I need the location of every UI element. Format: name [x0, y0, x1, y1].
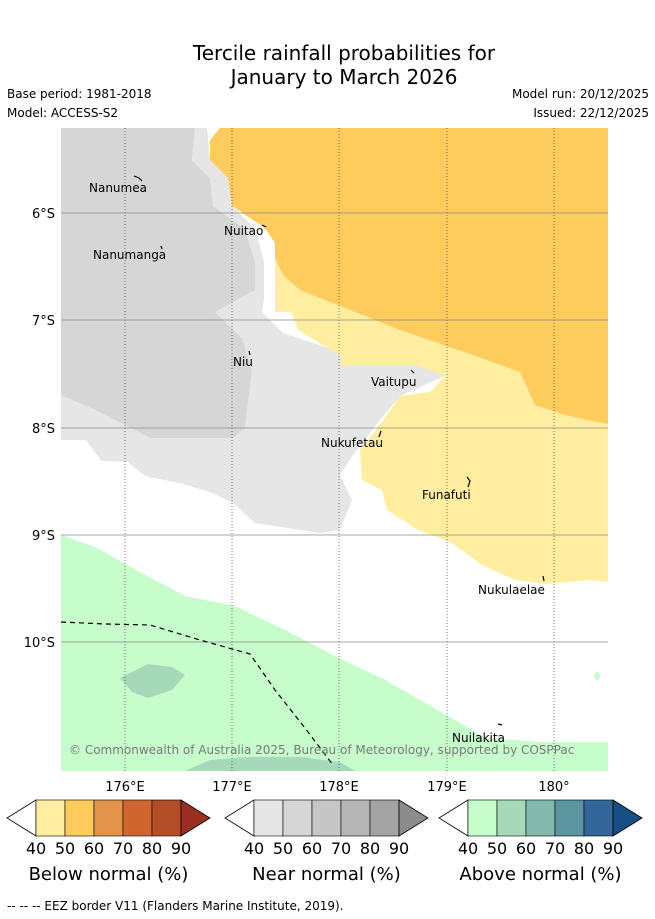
colorbar-near-tick: 70 — [331, 839, 351, 858]
island-shape-vaitupu — [410, 369, 415, 374]
colorbar-near-segment-80 — [369, 799, 400, 837]
below-normal-40-region — [275, 258, 608, 584]
island-shape-nuilakita — [497, 723, 503, 726]
colorbar-above: 40 50 60 70 80 90 Above normal (%) — [438, 799, 643, 885]
colorbar-above-tick: 70 — [545, 839, 565, 858]
colorbar-below-min-arrow — [6, 799, 37, 837]
label-nuilakita: Nuilakita — [452, 731, 505, 745]
lon-label-178: 178°E — [319, 780, 359, 795]
map-area: Nanumea Nuitao Nanumanga Niu Vaitupu Nuk… — [61, 128, 608, 771]
lat-label-9: 9°S — [32, 529, 55, 544]
lat-lines — [61, 212, 608, 643]
colorbar-above-title: Above normal (%) — [459, 864, 621, 885]
colorbar-near-max-arrow — [398, 799, 429, 837]
colorbar-above-tick: 50 — [487, 839, 507, 858]
model-run: Model run: 20/12/2025 — [511, 87, 649, 101]
colorbar-below-tick: 90 — [171, 839, 191, 858]
colorbar-above-tick: 60 — [516, 839, 536, 858]
above-normal-50-patch-south — [185, 757, 355, 771]
colorbar-below-segment-70 — [122, 799, 153, 837]
colorbar-near-tick: 60 — [302, 839, 322, 858]
colorbar-above-tick: 80 — [574, 839, 594, 858]
title-line-2: January to March 2026 — [230, 65, 458, 89]
below-normal-50-region — [210, 128, 608, 424]
colorbar-near: 40 50 60 70 80 90 Near normal (%) — [224, 799, 429, 885]
near-normal-50-region — [61, 128, 255, 438]
island-outlines — [133, 175, 545, 726]
lon-label-177: 177°E — [212, 780, 252, 795]
colorbar-below: 40 50 60 70 80 90 Below normal (%) — [6, 799, 211, 885]
graticule — [124, 128, 555, 771]
small-green-islet — [594, 672, 600, 680]
colorbar-above-segment-50 — [496, 799, 527, 837]
island-shape-nuitao — [261, 224, 267, 228]
colorbar-above-max-arrow — [612, 799, 643, 837]
colorbar-near-tick: 40 — [244, 839, 264, 858]
lat-label-10: 10°S — [24, 636, 55, 651]
above-normal-40-region — [61, 535, 608, 771]
island-shape-nanumea — [133, 175, 143, 182]
label-nanumanga: Nanumanga — [93, 248, 166, 262]
colorbar-below-tick: 80 — [142, 839, 162, 858]
island-shape-nanumanga — [160, 245, 163, 250]
colorbars: 40 50 60 70 80 90 Below normal (%) 40 50 60 70 80 90… — [6, 799, 643, 885]
island-shape-nukufetau — [378, 430, 382, 438]
colorbar-below-segment-60 — [93, 799, 124, 837]
copyright-credit: © Commonwealth of Australia 2025, Bureau… — [69, 743, 574, 757]
colorbar-above-segment-40 — [467, 799, 498, 837]
colorbar-below-segment-80 — [151, 799, 182, 837]
colorbar-above-segment-80 — [583, 799, 614, 837]
colorbar-near-segment-50 — [282, 799, 313, 837]
lon-label-180: 180° — [538, 780, 569, 795]
eez-footnote: -- -- -- EEZ border V11 (Flanders Marine… — [7, 899, 344, 913]
colorbar-above-segment-60 — [525, 799, 556, 837]
colorbar-below-tick: 60 — [84, 839, 104, 858]
colorbar-above-tick: 40 — [458, 839, 478, 858]
colorbar-near-tick: 90 — [389, 839, 409, 858]
colorbar-below-max-arrow — [180, 799, 211, 837]
colorbar-below-tick: 70 — [113, 839, 133, 858]
title-line-1: Tercile rainfall probabilities for — [192, 41, 496, 65]
lat-label-7: 7°S — [32, 314, 55, 329]
colorbar-below-tick: 50 — [55, 839, 75, 858]
island-shape-niu — [248, 350, 251, 356]
lat-axis-labels: 6°S 7°S 8°S 9°S 10°S — [24, 207, 55, 651]
colorbar-above-min-arrow — [438, 799, 469, 837]
label-funafuti: Funafuti — [422, 488, 471, 502]
label-vaitupu: Vaitupu — [371, 375, 417, 389]
label-nuitao: Nuitao — [224, 224, 263, 238]
lat-label-8: 8°S — [32, 422, 55, 437]
colorbar-above-segment-70 — [554, 799, 585, 837]
lon-axis-labels: 176°E 177°E 178°E 179°E 180° — [105, 780, 569, 795]
island-shape-nukulaelae — [542, 575, 545, 582]
colorbar-above-tick: 90 — [603, 839, 623, 858]
colorbar-near-tick: 80 — [360, 839, 380, 858]
colorbar-below-segment-40 — [35, 799, 66, 837]
colorbar-below-tick: 40 — [26, 839, 46, 858]
lon-label-176: 176°E — [105, 780, 145, 795]
colorbar-near-min-arrow — [224, 799, 255, 837]
colorbar-near-title: Near normal (%) — [252, 864, 401, 885]
colorbar-near-tick: 50 — [273, 839, 293, 858]
issued-date: Issued: 22/12/2025 — [533, 106, 649, 120]
above-normal-50-patch-west — [120, 664, 185, 698]
colorbar-near-segment-40 — [253, 799, 284, 837]
label-niu: Niu — [233, 355, 253, 369]
colorbar-near-segment-70 — [340, 799, 371, 837]
island-shape-funafuti — [466, 476, 471, 488]
label-nukufetau: Nukufetau — [321, 436, 383, 450]
colorbar-below-title: Below normal (%) — [29, 864, 189, 885]
colorbar-below-segment-50 — [64, 799, 95, 837]
lon-label-179: 179°E — [427, 780, 467, 795]
colorbar-near-segment-60 — [311, 799, 342, 837]
label-nukulaelae: Nukulaelae — [478, 583, 545, 597]
label-nanumea: Nanumea — [89, 181, 147, 195]
model-name: Model: ACCESS-S2 — [7, 106, 119, 120]
lat-label-6: 6°S — [32, 207, 55, 222]
near-normal-40-region — [61, 128, 445, 533]
base-period: Base period: 1981-2018 — [7, 87, 152, 101]
